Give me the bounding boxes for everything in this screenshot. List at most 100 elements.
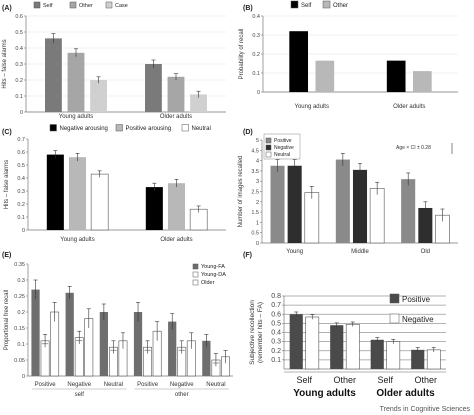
- legend-label: Negative: [274, 145, 294, 151]
- legend-label: Other: [79, 3, 93, 9]
- y-tick-label: 5: [256, 138, 259, 144]
- legend-label: Older: [201, 280, 215, 286]
- y-tick-label: 0.05: [14, 358, 25, 364]
- legend-label: Neutral: [192, 126, 211, 132]
- legend-box: [263, 133, 301, 160]
- y-tick-label: 0.2: [15, 78, 23, 84]
- legend-swatch: [265, 151, 272, 158]
- y-tick-label: 0.7: [17, 137, 25, 143]
- legend-swatch: [69, 1, 77, 9]
- legend-label: Self: [301, 3, 312, 9]
- bar: [45, 38, 62, 112]
- legend-swatch: [290, 0, 299, 9]
- legend-swatch: [322, 0, 331, 9]
- y-tick-label: 2.5: [251, 190, 259, 196]
- y-axis-label: Hits – false alarms: [4, 160, 10, 209]
- y-tick-label: 0.7: [271, 302, 281, 309]
- y-tick-label: 1.5: [251, 210, 259, 216]
- x-tick-label: Older adults: [160, 237, 192, 243]
- bar: [330, 325, 344, 369]
- bar: [386, 60, 406, 92]
- bar: [287, 165, 302, 243]
- legend-swatch: [181, 124, 189, 132]
- panel-label: (D): [243, 129, 253, 136]
- y-tick-label: 0.1: [17, 215, 25, 221]
- x-tick-label: Young adults: [60, 237, 94, 243]
- y-tick-label: 0.2: [17, 310, 25, 316]
- y-tick-label: 0.2: [271, 348, 281, 355]
- x-tick-label: Older adults: [160, 114, 192, 120]
- y-tick-label: 0.5: [15, 30, 23, 36]
- legend-swatch: [115, 124, 123, 132]
- y-tick-label: 0.3: [17, 278, 25, 284]
- x-tick-label: Positive: [35, 382, 57, 388]
- bar: [133, 312, 143, 376]
- x-tick-label: Older adults: [393, 104, 425, 110]
- x-tick-label: Neutral: [104, 382, 123, 388]
- y-tick-label: 0: [257, 90, 260, 96]
- y-tick-label: 0.6: [15, 14, 23, 20]
- legend-label: Other: [333, 3, 348, 9]
- y-axis-label: Probability of recall: [239, 29, 245, 80]
- y-axis-label: Hits – false alarms: [2, 39, 8, 88]
- bar: [46, 154, 64, 230]
- x-tick-label: Other: [414, 375, 437, 385]
- y-tick-label: 2: [256, 200, 259, 206]
- bar: [304, 192, 320, 244]
- x-tick-label: Other: [333, 375, 356, 385]
- y-tick-label: 1: [256, 220, 259, 226]
- bar: [65, 292, 74, 376]
- group-label: other: [175, 392, 189, 398]
- y-tick-label: 0.25: [14, 294, 25, 300]
- x-tick-label: Negative: [170, 382, 194, 388]
- panel-label: (A): [2, 5, 12, 12]
- bar: [335, 159, 350, 243]
- journal-footer: Trends in Cognitive Sciences: [379, 406, 470, 413]
- bar: [315, 60, 335, 92]
- y-tick-label: 0.8: [271, 293, 281, 300]
- bar: [426, 349, 441, 370]
- x-tick-label: Middle: [351, 249, 369, 255]
- bar: [168, 321, 177, 376]
- bar: [145, 64, 162, 112]
- legend-label: Case: [115, 3, 128, 9]
- x-tick-label: Self: [296, 375, 312, 385]
- legend-label: Positive: [402, 295, 431, 304]
- panel-label: (E): [2, 252, 11, 259]
- group-label: Older adults: [376, 388, 435, 399]
- legend-label: Positive: [274, 138, 292, 144]
- y-tick-label: 0.4: [271, 330, 281, 337]
- y-tick-label: 0.6: [271, 311, 281, 318]
- y-tick-label: 0: [256, 241, 259, 247]
- panel-label: (C): [2, 129, 12, 136]
- legend-swatch: [389, 313, 400, 324]
- y-tick-label: 0.3: [15, 62, 23, 68]
- panel-label: (F): [243, 252, 252, 259]
- bar: [99, 312, 108, 376]
- y-tick-label: 0.3: [17, 189, 25, 195]
- x-tick-label: Young adults: [295, 104, 329, 110]
- y-tick-label: 0.4: [252, 14, 260, 20]
- bar: [90, 80, 107, 112]
- bar: [370, 339, 384, 369]
- y-tick-label: 0.3: [271, 339, 281, 346]
- bar: [411, 349, 425, 369]
- x-tick-label: Young adults: [59, 114, 93, 120]
- y-tick-label: 0.5: [271, 320, 281, 327]
- y-tick-label: 3.5: [251, 169, 259, 175]
- group-label: self: [75, 392, 85, 398]
- y-tick-label: 3: [256, 179, 259, 185]
- legend-swatch: [192, 271, 199, 278]
- x-tick-label: Negative: [67, 382, 91, 388]
- bar: [67, 52, 85, 112]
- bar: [90, 173, 109, 231]
- y-tick-label: 0.1: [15, 94, 23, 100]
- bar: [145, 187, 163, 230]
- legend-swatch: [49, 124, 57, 132]
- legend-swatch: [265, 137, 272, 144]
- bar: [31, 289, 40, 376]
- legend-swatch: [105, 1, 113, 9]
- bar: [305, 316, 320, 370]
- x-tick-label: Neutral: [206, 382, 225, 388]
